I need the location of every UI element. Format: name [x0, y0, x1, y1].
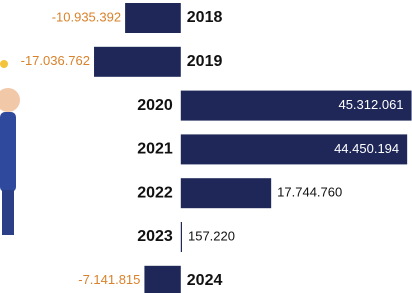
value-label: 45.312.061 — [338, 97, 403, 112]
category-label: 2022 — [137, 184, 173, 201]
category-label: 2019 — [187, 53, 223, 70]
value-label: -10.935.392 — [52, 9, 121, 24]
category-label: 2020 — [137, 97, 173, 114]
page: -10.935.392 2018 -17.036.762 2019 2020 45.312… — [0, 0, 412, 293]
value-label: -17.036.762 — [21, 53, 90, 68]
category-label: 2021 — [137, 141, 173, 158]
value-label: 17.744.760 — [277, 185, 342, 200]
illustration — [0, 60, 20, 235]
bar — [181, 222, 182, 252]
bar — [94, 47, 181, 77]
value-label: -7.141.815 — [78, 272, 140, 287]
chart: -10.935.392 2018 -17.036.762 2019 2020 45.312… — [0, 0, 412, 293]
value-label: 44.450.194 — [334, 141, 399, 156]
category-label: 2018 — [187, 9, 223, 26]
bar — [144, 266, 180, 293]
bar — [181, 178, 271, 208]
value-label: 157.220 — [188, 228, 235, 243]
bar — [125, 3, 181, 33]
category-label: 2024 — [187, 272, 223, 289]
category-label: 2023 — [137, 228, 173, 245]
